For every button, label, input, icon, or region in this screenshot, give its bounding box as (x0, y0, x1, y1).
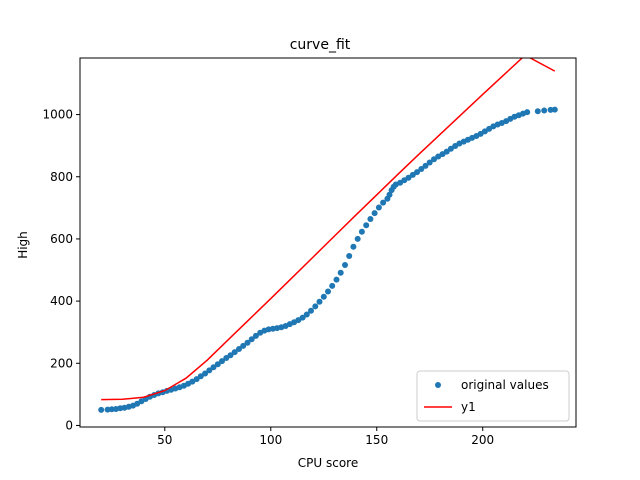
x-tick-label: 150 (365, 433, 388, 447)
data-point-original-values (236, 346, 242, 352)
data-point-original-values (206, 367, 213, 374)
data-point-original-values (447, 145, 454, 152)
data-point-original-values (320, 293, 327, 300)
y-tick-label: 800 (50, 170, 73, 184)
data-point-original-values (367, 216, 374, 222)
data-point-original-values (248, 336, 255, 343)
data-point-original-values (329, 282, 336, 289)
data-point-original-values (219, 358, 225, 365)
axes-frame (79, 57, 577, 428)
plot-area: 50 100 150 200 0 200 400 600 800 1000 (42, 57, 577, 447)
data-point-original-values (214, 361, 221, 368)
data-point-original-values (426, 159, 433, 166)
data-point-original-values (418, 166, 425, 172)
data-point-original-values (244, 339, 251, 346)
data-point-original-values (380, 199, 387, 206)
legend-marker-original-values (435, 382, 441, 388)
x-tick-label: 100 (259, 433, 282, 447)
data-point-original-values (541, 107, 548, 114)
y-tick-label: 600 (50, 232, 73, 246)
data-point-original-values (98, 406, 105, 413)
data-point-original-values (371, 210, 378, 217)
data-point-original-values (534, 108, 541, 115)
y-tick-label: 200 (50, 356, 73, 370)
chart-title: curve_fit (290, 37, 351, 53)
data-point-original-values (316, 298, 323, 305)
data-point-original-values (202, 370, 209, 377)
data-point-original-values (303, 311, 310, 318)
plot-content (98, 58, 558, 413)
data-point-original-values (386, 191, 393, 198)
data-point-original-values (227, 352, 234, 359)
data-point-original-values (210, 364, 217, 371)
legend-label-original-values: original values (461, 378, 549, 392)
data-point-original-values (405, 174, 412, 181)
data-point-original-values (308, 307, 314, 314)
legend-label-y1: y1 (461, 400, 476, 414)
y-axis-label: High (16, 231, 30, 259)
data-point-original-values (375, 204, 382, 211)
x-tick-label: 50 (157, 433, 172, 447)
x-tick-label: 200 (471, 433, 494, 447)
legend-box (416, 370, 570, 422)
series-line-y1 (101, 58, 556, 401)
x-axis-label: CPU score (298, 456, 358, 470)
data-point-original-values (551, 106, 558, 113)
data-point-original-values (354, 235, 361, 242)
data-point-original-values (252, 332, 259, 339)
y-tick-label: 0 (65, 418, 73, 432)
data-point-original-values (414, 169, 420, 176)
data-point-original-values (240, 342, 247, 349)
data-point-original-values (312, 303, 319, 310)
data-point-original-values (524, 109, 531, 116)
data-point-original-values (350, 243, 357, 250)
data-point-original-values (422, 162, 429, 169)
data-point-original-values (299, 314, 306, 321)
data-point-original-values (342, 262, 348, 268)
data-point-original-values (363, 222, 370, 229)
y-tick-label: 1000 (42, 108, 73, 122)
data-point-original-values (333, 276, 340, 283)
data-point-original-values (231, 349, 238, 356)
data-point-original-values (358, 228, 365, 235)
data-point-original-values (346, 253, 353, 259)
y-tick-label: 400 (50, 294, 73, 308)
data-point-original-values (197, 373, 204, 380)
data-point-original-values (337, 269, 344, 276)
legend: original values y1 (416, 370, 570, 422)
data-point-original-values (325, 288, 331, 295)
